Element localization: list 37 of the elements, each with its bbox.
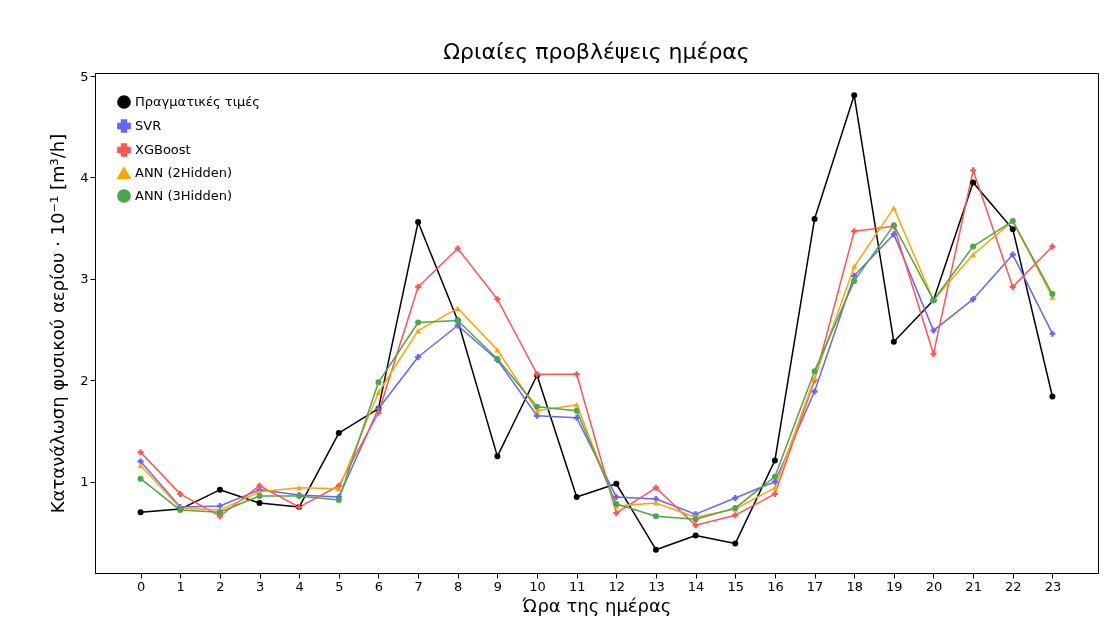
y-tick-label: 2	[80, 372, 89, 388]
x-tick-label: 17	[806, 578, 824, 594]
x-tick-label: 8	[454, 578, 463, 594]
x-tick-label: 14	[687, 578, 705, 594]
x-tick-label: 7	[414, 578, 423, 594]
y-tick-label: 4	[80, 169, 89, 185]
x-tick-label: 5	[335, 578, 344, 594]
x-tick-label: 15	[727, 578, 745, 594]
legend-label: XGBoost	[135, 142, 191, 157]
x-tick-label: 10	[529, 578, 546, 594]
legend-label: ANN (3Hidden)	[135, 188, 233, 203]
x-tick-label: 11	[568, 578, 586, 594]
x-tick-label: 13	[648, 578, 665, 594]
x-axis-title: Ώρα της ημέρας	[521, 594, 672, 616]
x-tick-label: 9	[493, 578, 503, 594]
x-tick-label: 16	[767, 578, 784, 594]
y-tick-label: 5	[80, 68, 89, 84]
x-tick-label: 3	[255, 578, 265, 594]
y-tick-label: 3	[80, 271, 89, 287]
y-tick-label: 1	[80, 474, 89, 490]
chart-title: Ωριαίες προβλέψεις ημέρας	[443, 39, 750, 65]
x-tick-label: 21	[965, 578, 982, 594]
legend-label: Πραγματικές τιμές	[135, 94, 260, 109]
x-tick-label: 1	[176, 578, 185, 594]
x-tick-label: 19	[886, 578, 903, 594]
legend-label: ANN (2Hidden)	[135, 165, 233, 180]
y-axis-title: Κατανάλωση φυσικού αερίου · 10⁻¹ [m³/h]	[47, 133, 69, 514]
x-tick-label: 6	[374, 578, 384, 594]
x-tick-label: 0	[136, 578, 146, 594]
x-tick-label: 20	[925, 578, 943, 594]
x-tick-label: 18	[846, 578, 863, 594]
legend-label: SVR	[135, 118, 162, 133]
x-tick-label: 2	[216, 578, 225, 594]
x-tick-label: 12	[608, 578, 626, 594]
x-tick-label: 4	[295, 578, 304, 594]
x-tick-label: 23	[1044, 578, 1062, 594]
x-tick-label: 22	[1004, 578, 1022, 594]
